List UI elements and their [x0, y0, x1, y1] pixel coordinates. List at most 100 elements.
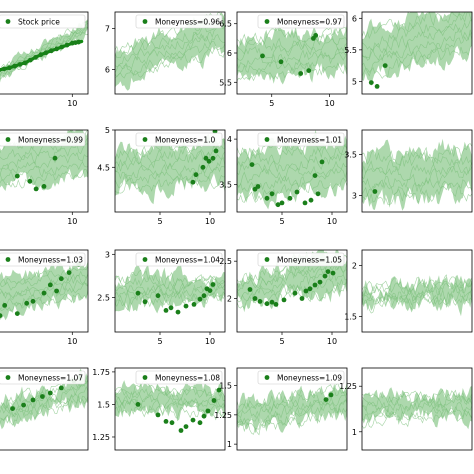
data-point [273, 302, 279, 307]
data-point [325, 269, 331, 274]
data-point [247, 287, 253, 292]
legend-marker [142, 257, 148, 262]
axes-frame [361, 129, 473, 213]
data-point [317, 279, 323, 285]
data-point [312, 282, 318, 288]
legend-label: Moneyness=1.09 [277, 373, 342, 382]
data-point [260, 53, 265, 59]
subplot-14: 1.25 1.5 1.75 Moneyness=1.08 [92, 367, 226, 451]
data-point [203, 155, 209, 161]
x-tick-label: 5 [269, 99, 274, 108]
data-point [155, 412, 161, 418]
data-point [135, 290, 141, 296]
x-tick-label: 10 [67, 337, 77, 346]
data-point [216, 387, 222, 393]
data-point [169, 420, 175, 426]
data-point [54, 288, 59, 294]
y-tick-label: 1.75 [92, 368, 110, 377]
data-point [58, 276, 64, 282]
y-tick-label: 1.5 [344, 313, 357, 322]
x-tick-label: 10 [67, 217, 77, 226]
data-point [275, 202, 281, 208]
subplot-3: 5 10 5.5 6 6.5 Moneyness=0.97 [219, 11, 348, 108]
data-point [33, 186, 39, 192]
axes-frame [114, 11, 226, 95]
data-point [76, 39, 81, 45]
legend-label: Moneyness=1.0 [155, 135, 215, 144]
x-tick-label: 10 [205, 337, 215, 346]
data-point [252, 296, 258, 301]
y-tick-label: 6 [352, 14, 357, 23]
confidence-band [0, 260, 88, 321]
legend-label: Moneyness=0.97 [277, 17, 342, 26]
legend: Moneyness=1.03 [0, 252, 86, 267]
y-tick-label: 4 [227, 135, 232, 144]
data-point [206, 158, 212, 164]
legend-marker [264, 19, 270, 24]
legend-marker [5, 137, 11, 142]
data-point [292, 290, 298, 296]
data-point [0, 67, 2, 73]
data-point [163, 419, 169, 424]
data-point [374, 84, 380, 89]
data-point [205, 408, 211, 414]
data-point [41, 290, 47, 296]
y-tick-label: 5.5 [219, 78, 232, 87]
confidence-band [115, 264, 225, 314]
y-tick-label: 6 [105, 65, 110, 74]
data-point [382, 63, 388, 68]
data-point [43, 50, 49, 56]
legend: Moneyness=1.0 [135, 132, 223, 147]
data-point [27, 57, 33, 63]
data-point [135, 402, 141, 407]
y-tick-label: 5.5 [344, 46, 357, 55]
data-point [269, 191, 275, 197]
y-tick-label: 7 [105, 24, 110, 33]
data-point [21, 402, 26, 408]
y-tick-label: 3.5 [219, 181, 232, 190]
data-point [306, 68, 312, 73]
legend-label: Moneyness=1.03 [18, 255, 83, 264]
data-point [323, 397, 329, 402]
legend: Stock price [0, 14, 86, 29]
subplot-10: 5 10 2.5 3 Moneyness=1.04 [97, 249, 226, 346]
data-point [255, 184, 261, 189]
data-point [14, 311, 20, 316]
legend-marker [142, 19, 148, 24]
y-tick-label: 6 [227, 49, 232, 58]
data-point [294, 189, 300, 195]
legend: Moneyness=0.96 [135, 14, 223, 29]
confidence-band [0, 19, 88, 83]
data-point [269, 299, 275, 305]
legend-label: Moneyness=1.04 [155, 255, 220, 264]
y-tick-label: 2 [227, 294, 232, 303]
data-point [14, 173, 20, 179]
subplot-13: Moneyness=1.07 [0, 367, 89, 451]
legend: Moneyness=1.07 [0, 370, 86, 385]
data-point [330, 270, 336, 276]
data-point [207, 288, 213, 293]
data-point [54, 46, 59, 52]
confidence-band [115, 12, 225, 91]
data-point [47, 390, 53, 396]
axes-frame [114, 129, 226, 213]
legend-marker [5, 375, 11, 380]
confidence-band [362, 12, 472, 87]
data-point [47, 282, 53, 288]
data-point [30, 397, 36, 403]
data-point [190, 179, 196, 185]
data-point [211, 398, 217, 403]
data-point [210, 282, 216, 287]
data-point [190, 417, 196, 423]
confidence-band [362, 386, 472, 430]
y-tick-label: 2.5 [219, 257, 232, 266]
legend: Moneyness=1.09 [257, 370, 345, 385]
data-point [264, 195, 270, 201]
y-tick-label: 1.25 [214, 411, 232, 420]
data-point [315, 191, 321, 197]
axes-frame [361, 11, 473, 95]
y-tick-label: 5 [105, 126, 110, 135]
axes-frame [236, 129, 348, 213]
legend-marker [264, 375, 270, 380]
